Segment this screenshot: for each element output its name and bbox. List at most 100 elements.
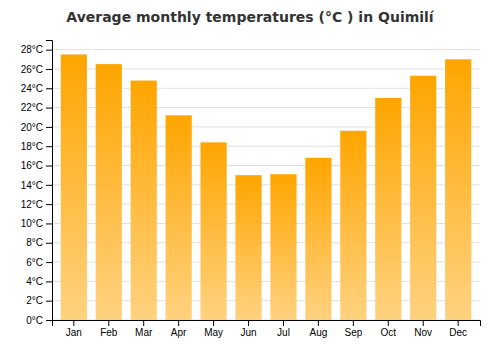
plot: Jan Feb Mar Apr May Jun Jul Aug Sep Oct Nov Dec 0°C 2… bbox=[21, 41, 481, 339]
x-tick: Aug bbox=[310, 320, 328, 338]
x-axis-line bbox=[53, 321, 481, 327]
bar bbox=[131, 81, 157, 320]
bar bbox=[96, 64, 122, 320]
y-tick: 2°C bbox=[26, 295, 52, 306]
y-tick-mark bbox=[46, 50, 52, 51]
bar bbox=[200, 142, 226, 320]
y-tick: 6°C bbox=[26, 257, 52, 268]
bar bbox=[305, 158, 331, 320]
y-tick-label: 24°C bbox=[21, 83, 43, 94]
x-tick-mark bbox=[458, 320, 459, 326]
x-tick-label: Nov bbox=[414, 327, 432, 338]
y-tick-mark bbox=[46, 146, 52, 147]
x-tick-label: Jan bbox=[66, 327, 82, 338]
x-tick-mark bbox=[73, 320, 74, 326]
y-tick-mark bbox=[46, 281, 52, 282]
y-tick: 26°C bbox=[21, 64, 52, 75]
x-tick-mark bbox=[178, 320, 179, 326]
title: Average monthly temperatures (°C ) in Qu… bbox=[66, 9, 435, 25]
y-tick-mark bbox=[46, 88, 52, 89]
y-tick-mark bbox=[46, 204, 52, 205]
y-tick-label: 26°C bbox=[21, 64, 43, 75]
bar bbox=[410, 76, 436, 320]
y-tick-mark bbox=[46, 185, 52, 186]
bar bbox=[61, 54, 87, 320]
y-tick: 28°C bbox=[21, 44, 52, 55]
y-tick-mark bbox=[46, 301, 52, 302]
x-tick: Dec bbox=[449, 320, 467, 338]
x-tick-mark bbox=[423, 320, 424, 326]
x-tick: Nov bbox=[414, 320, 432, 338]
y-tick: 16°C bbox=[21, 160, 52, 171]
x-tick-label: Oct bbox=[381, 327, 397, 338]
x-tick-mark bbox=[143, 320, 144, 326]
x-tick-label: Dec bbox=[449, 327, 467, 338]
y-tick-label: 18°C bbox=[21, 141, 43, 152]
y-tick-mark bbox=[46, 166, 52, 167]
y-tick: 18°C bbox=[21, 141, 52, 152]
bar bbox=[270, 174, 296, 320]
y-tick-label: 2°C bbox=[26, 295, 43, 306]
y-tick-mark bbox=[46, 69, 52, 70]
bar bbox=[445, 59, 471, 320]
bar bbox=[235, 175, 261, 320]
y-tick: 0°C bbox=[26, 315, 52, 326]
y-tick-label: 28°C bbox=[21, 44, 43, 55]
x-tick-label: Aug bbox=[310, 327, 328, 338]
y-tick-mark bbox=[46, 243, 52, 244]
y-tick: 20°C bbox=[21, 122, 52, 133]
y-axis: 0°C 2°C 4°C 6°C 8°C 10°C 12°C 14°C 16°C 18°C 20°C 2… bbox=[21, 41, 53, 326]
x-tick-mark bbox=[283, 320, 284, 326]
y-tick-label: 16°C bbox=[21, 160, 43, 171]
x-tick-label: May bbox=[204, 327, 223, 338]
y-tick: 24°C bbox=[21, 83, 52, 94]
x-tick-label: Jun bbox=[240, 327, 256, 338]
grid bbox=[52, 50, 480, 320]
x-tick-mark bbox=[388, 320, 389, 326]
y-tick: 22°C bbox=[21, 102, 52, 113]
x-tick: Jan bbox=[66, 320, 82, 338]
y-tick-mark bbox=[46, 108, 52, 109]
x-tick-label: Apr bbox=[171, 327, 187, 338]
y-tick: 14°C bbox=[21, 180, 52, 191]
y-tick: 12°C bbox=[21, 199, 52, 210]
y-tick-label: 22°C bbox=[21, 102, 43, 113]
bars bbox=[61, 54, 472, 320]
x-tick-label: Sep bbox=[344, 327, 362, 338]
x-tick: Oct bbox=[381, 320, 397, 338]
y-tick-label: 14°C bbox=[21, 180, 43, 191]
x-tick: Sep bbox=[344, 320, 362, 338]
bar bbox=[375, 98, 401, 320]
x-tick-mark bbox=[318, 320, 319, 326]
y-tick-label: 12°C bbox=[21, 199, 43, 210]
y-tick-label: 8°C bbox=[26, 237, 43, 248]
y-tick-label: 10°C bbox=[21, 218, 43, 229]
x-tick: Jun bbox=[240, 320, 256, 338]
x-tick-label: Jul bbox=[277, 327, 290, 338]
y-axis-line bbox=[46, 41, 53, 321]
y-tick-mark bbox=[46, 262, 52, 263]
y-tick-label: 4°C bbox=[26, 276, 43, 287]
y-tick-mark bbox=[46, 223, 52, 224]
x-axis: Jan Feb Mar Apr May Jun Jul Aug Sep Oct Nov Dec bbox=[53, 320, 481, 338]
y-tick-label: 0°C bbox=[26, 315, 43, 326]
y-tick-label: 6°C bbox=[26, 257, 43, 268]
grid-line bbox=[52, 49, 480, 50]
x-tick: May bbox=[204, 320, 223, 338]
y-tick-mark bbox=[46, 320, 52, 321]
x-tick: Mar bbox=[135, 320, 153, 338]
y-tick: 10°C bbox=[21, 218, 52, 229]
x-tick-mark bbox=[248, 320, 249, 326]
x-tick-mark bbox=[213, 320, 214, 326]
chart: Jan Feb Mar Apr May Jun Jul Aug Sep Oct Nov Dec 0°C 2… bbox=[0, 0, 500, 350]
x-tick-label: Mar bbox=[135, 327, 153, 338]
bar bbox=[340, 131, 366, 320]
y-tick: 4°C bbox=[26, 276, 52, 287]
x-tick-mark bbox=[353, 320, 354, 326]
x-tick-label: Feb bbox=[100, 327, 118, 338]
x-tick: Jul bbox=[277, 320, 290, 338]
bar bbox=[166, 115, 192, 320]
x-tick: Apr bbox=[171, 320, 187, 338]
y-tick-label: 20°C bbox=[21, 122, 43, 133]
y-tick: 8°C bbox=[26, 237, 52, 248]
